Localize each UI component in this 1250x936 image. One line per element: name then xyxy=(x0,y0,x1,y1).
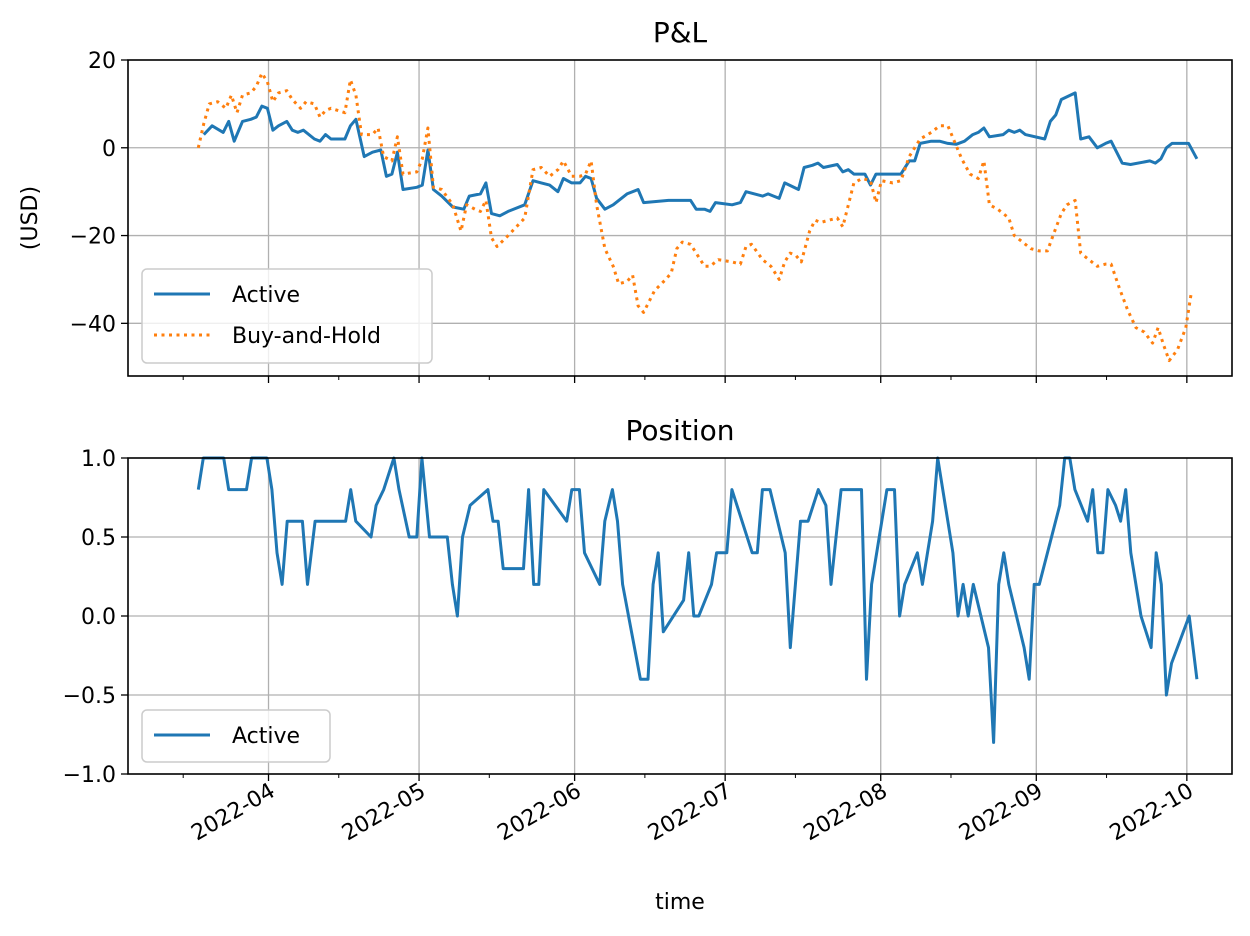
pnl-lines xyxy=(196,71,1199,363)
pnl-ytick-label: 0 xyxy=(102,137,116,162)
pnl-series-active-line xyxy=(202,91,1199,218)
pnl-ytick-label: −40 xyxy=(70,312,116,337)
pnl-xticks xyxy=(182,376,1188,383)
pnl-title: P&L xyxy=(653,16,708,49)
position-ytick-label: 1.0 xyxy=(81,447,116,472)
pnl-legend-bh-label: Buy-and-Hold xyxy=(232,324,381,349)
position-xlabel: time xyxy=(655,890,705,915)
pnl-series-buy-and-hold-line xyxy=(196,71,1193,363)
pnl-ylabel: (USD) xyxy=(18,186,43,250)
position-yticks: 1.0 0.5 0.0 −0.5 −1.0 xyxy=(63,447,128,788)
position-legend-active-label: Active xyxy=(232,724,300,749)
position-ytick-label: 0.0 xyxy=(81,605,116,630)
pnl-ytick-label: −20 xyxy=(70,225,116,250)
position-frame xyxy=(127,457,1233,775)
position-ytick-label: −0.5 xyxy=(63,684,116,709)
pnl-legend-box xyxy=(141,268,433,364)
position-title: Position xyxy=(625,414,734,447)
pnl-yticks: 20 0 −20 −40 xyxy=(70,49,128,337)
position-ytick-label: −1.0 xyxy=(63,763,116,788)
pnl-frame xyxy=(127,59,1233,377)
pnl-legend-active-label: Active xyxy=(232,283,300,308)
pnl-legend: Active Buy-and-Hold xyxy=(141,268,433,364)
position-ytick-label: 0.5 xyxy=(81,526,116,551)
position-legend: Active xyxy=(141,709,331,763)
position-legend-box xyxy=(141,709,331,763)
pnl-axes: P&L (USD) 20 0 −20 −40 Active Buy-and-Hold xyxy=(18,16,1233,383)
pnl-ytick-label: 20 xyxy=(88,49,116,74)
